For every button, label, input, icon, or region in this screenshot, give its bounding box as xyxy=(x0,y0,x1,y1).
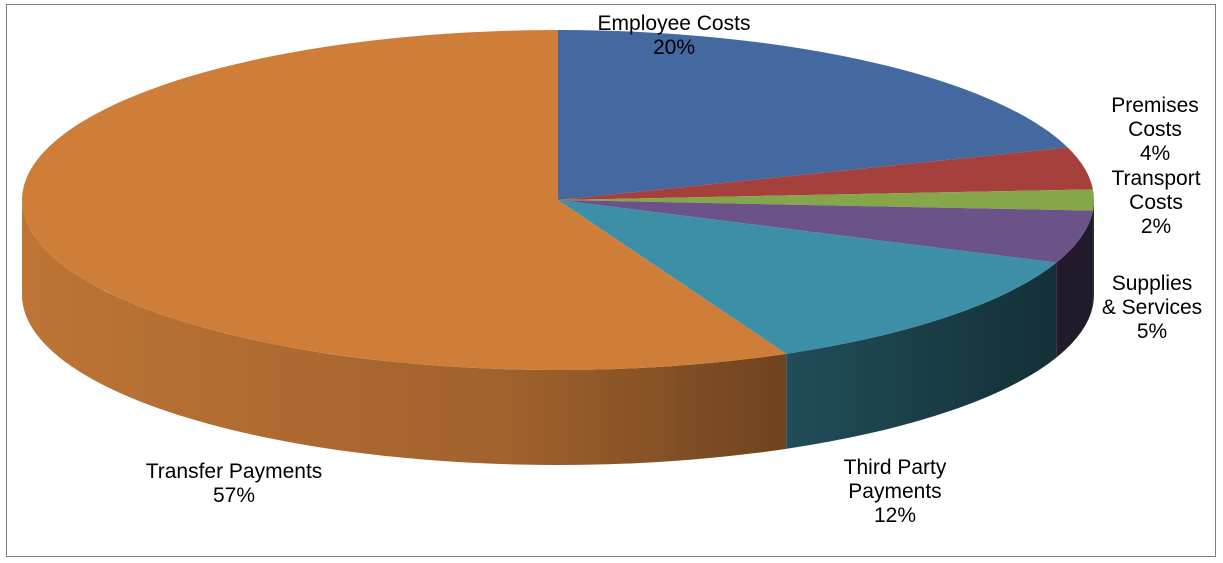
pie-slice-employee-costs xyxy=(558,30,1068,200)
pie-chart xyxy=(21,30,1094,465)
slice-label-transport-costs: Transport Costs 2% xyxy=(1111,167,1201,238)
pie-slice-third-party-payments xyxy=(558,200,1057,354)
pie-slice-transfer-payments xyxy=(21,30,787,370)
slice-label-supplies-services: Supplies & Services 5% xyxy=(1101,272,1203,343)
pie-side-third-party-payments xyxy=(786,262,1057,449)
chart-frame: Employee Costs 20% Premises Costs 4% Tra… xyxy=(6,4,1216,557)
pie-slice-supplies-services xyxy=(558,200,1093,263)
pie-side-supplies-services xyxy=(1056,210,1093,358)
slice-label-premises-costs: Premises Costs 4% xyxy=(1111,94,1199,165)
pie-slice-transport-costs xyxy=(558,189,1094,211)
pie-slice-premises-costs xyxy=(558,147,1093,200)
slice-label-transfer-payments: Transfer Payments 57% xyxy=(145,460,323,507)
pie-side-transport-costs xyxy=(1092,200,1094,306)
slice-label-third-party-payments: Third Party Payments 12% xyxy=(843,456,947,527)
slice-label-employee-costs: Employee Costs 20% xyxy=(597,12,751,59)
pie-side-transfer-payments xyxy=(22,200,787,465)
